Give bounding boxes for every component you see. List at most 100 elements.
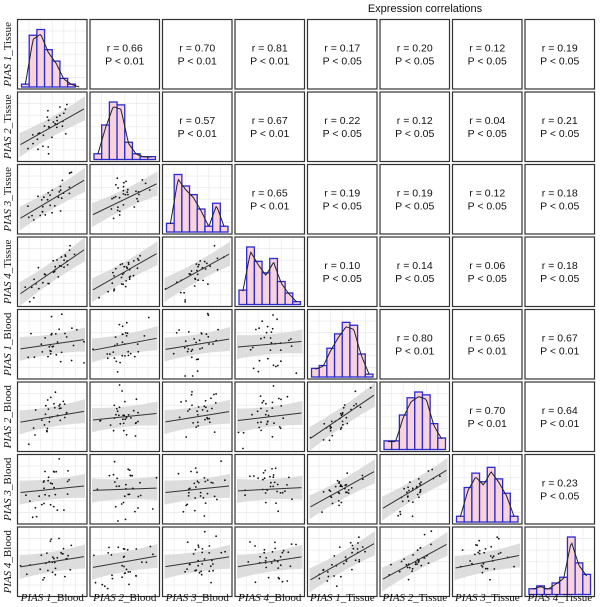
scatter-point <box>127 261 130 264</box>
scatter-point <box>195 358 198 361</box>
scatter-point <box>288 339 290 342</box>
scatter-point <box>224 479 226 482</box>
scatter-point <box>210 481 213 484</box>
scatter-point <box>358 536 360 539</box>
row-label-gene: PIAS 4 <box>2 273 14 305</box>
scatter-point <box>407 495 409 497</box>
histogram-bar <box>463 486 473 523</box>
scatter-point <box>481 566 484 568</box>
corr-p-label: P < 0.01 <box>250 55 289 67</box>
scatter-point <box>259 555 261 558</box>
scatter-point <box>127 350 130 353</box>
scatter-point <box>217 328 220 331</box>
scatter-point <box>338 546 341 548</box>
scatter-point <box>52 505 55 508</box>
scatter-point <box>398 570 401 573</box>
scatter-point <box>184 340 187 343</box>
density-curve <box>97 106 152 158</box>
scatter-point <box>469 560 471 562</box>
scatter-point <box>32 296 35 299</box>
scatter-point <box>46 116 49 118</box>
scatter-point <box>197 425 200 427</box>
scatter-point <box>419 488 422 491</box>
scatter-point <box>112 473 115 476</box>
corr-p-label: P < 0.05 <box>323 200 362 212</box>
scatter-point <box>276 364 279 367</box>
corr-p-label: P < 0.05 <box>395 55 434 67</box>
scatter-point <box>27 147 29 150</box>
scatter-point <box>191 348 194 351</box>
corr-p-label: P < 0.01 <box>468 418 507 430</box>
scatter-point <box>262 478 264 481</box>
scatter-point <box>68 249 71 252</box>
scatter-point <box>125 335 128 337</box>
scatter-point <box>321 511 323 513</box>
scatter-point <box>271 551 274 553</box>
scatter-point <box>125 568 128 571</box>
corr-p-label: P < 0.01 <box>250 200 289 212</box>
scatter-point <box>186 350 189 353</box>
scatter-point <box>418 496 420 499</box>
scatter-point <box>73 253 76 256</box>
scatter-point <box>44 273 47 276</box>
scatter-point <box>115 408 118 410</box>
scatter-point <box>51 136 53 139</box>
cell-2-6: r = 0.12P < 0.05 <box>451 163 523 235</box>
column-label-gene: PIAS 1 <box>20 592 52 604</box>
scatter-point <box>122 429 125 432</box>
histogram-bar <box>429 422 439 451</box>
histogram-bar <box>204 225 214 233</box>
scatter-point <box>143 335 146 337</box>
cell-0-1: r = 0.66P < 0.01 <box>89 18 161 90</box>
scatter-point <box>439 475 441 478</box>
scatter-point <box>401 500 404 503</box>
scatter-point <box>127 493 130 496</box>
histogram-bar <box>20 83 30 88</box>
scatter-point <box>53 486 55 489</box>
scatter-point <box>139 481 141 484</box>
scatter-point <box>195 341 198 344</box>
cell-3-1 <box>89 236 161 308</box>
scatter-point <box>118 210 121 213</box>
scatter-point <box>49 194 51 197</box>
scatter-point <box>151 508 154 510</box>
scatter-point <box>270 331 273 333</box>
scatter-point <box>34 434 36 436</box>
regression-line <box>20 179 85 219</box>
scatter-point <box>357 542 359 544</box>
scatter-point <box>279 555 282 558</box>
scatter-point <box>322 491 325 493</box>
histogram-bar <box>101 124 111 161</box>
scatter-point <box>492 555 495 558</box>
scatter-point <box>37 195 39 198</box>
scatter-point <box>216 268 219 271</box>
row-label-gene: PIAS 2 <box>2 128 14 160</box>
scatter-point <box>115 360 118 363</box>
scatter-point <box>262 472 265 474</box>
scatter-point <box>43 125 46 127</box>
scatter-point <box>27 216 30 219</box>
scatter-point <box>135 575 138 577</box>
scatter-point <box>40 343 43 346</box>
column-label: PIAS 4_Blood <box>237 592 302 604</box>
scatter-point <box>331 434 334 437</box>
histogram-bar <box>51 60 61 88</box>
regression-line <box>310 543 375 581</box>
scatter-point <box>65 336 68 338</box>
scatter-point <box>397 514 399 517</box>
scatter-point <box>126 267 129 270</box>
scatter-point <box>270 481 272 484</box>
cell-4-5: r = 0.80P < 0.01 <box>379 308 451 380</box>
cell-frame <box>379 236 451 308</box>
scatter-point <box>405 563 408 566</box>
histogram-bar <box>406 397 416 451</box>
scatter-point <box>109 424 112 426</box>
cell-7-6 <box>451 526 523 598</box>
scatter-point <box>71 327 73 330</box>
scatter-point <box>41 351 44 353</box>
column-label-gene: PIAS 3 <box>454 592 486 604</box>
scatter-point <box>113 460 116 463</box>
regression-line <box>310 394 375 439</box>
regression-line <box>92 337 157 351</box>
scatter-point <box>60 256 63 258</box>
